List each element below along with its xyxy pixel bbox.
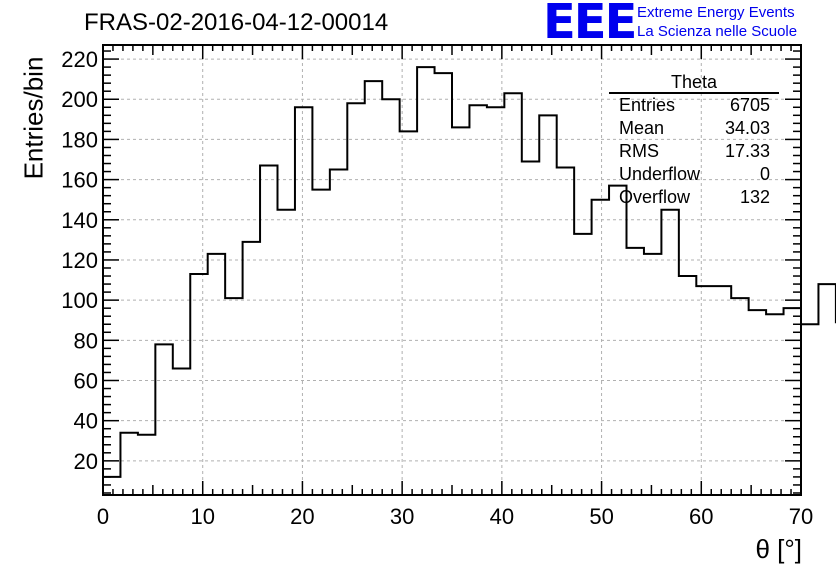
y-tick-label: 80 <box>74 328 98 353</box>
y-tick-label: 220 <box>61 47 98 72</box>
x-tick-label: 30 <box>390 504 414 529</box>
stats-box: Theta Entries 6705 Mean 34.03 RMS 17.33 … <box>609 72 779 209</box>
y-tick-label: 40 <box>74 409 98 434</box>
y-tick-label: 60 <box>74 368 98 393</box>
y-tick-label: 180 <box>61 127 98 152</box>
x-tick-label: 60 <box>689 504 713 529</box>
y-axis-label: Entries/bin <box>18 56 49 180</box>
stats-value: 0 <box>759 164 770 184</box>
x-axis-label: θ [°] <box>755 534 802 564</box>
chart-title: FRAS-02-2016-04-12-00014 <box>84 9 389 36</box>
stats-label: Overflow <box>619 187 691 207</box>
stats-label: Mean <box>619 118 665 138</box>
stats-row-entries: Entries 6705 <box>609 94 779 117</box>
logo-caption-line2: La Scienza nelle Scuole <box>637 23 798 40</box>
x-tick-label: 70 <box>789 504 813 529</box>
stats-label: Entries <box>619 95 676 115</box>
x-tick-label: 40 <box>490 504 514 529</box>
axis-ticks <box>102 45 802 495</box>
y-tick-label: 100 <box>61 288 98 313</box>
stats-value: 17.33 <box>724 141 770 161</box>
logo-caption-line1: Extreme Energy Events <box>637 4 795 21</box>
y-tick-label: 140 <box>61 208 98 233</box>
x-tick-label: 50 <box>589 504 613 529</box>
stats-title: Theta <box>609 72 779 94</box>
y-tick-label: 160 <box>61 168 98 193</box>
y-tick-label: 200 <box>61 87 98 112</box>
stats-row-overflow: Overflow 132 <box>609 186 779 209</box>
y-tick-label: 120 <box>61 248 98 273</box>
x-tick-label: 0 <box>97 504 109 529</box>
tick-labels: 0 10 20 30 40 50 60 70 20 40 60 80 100 120 140 160 180 20… <box>61 47 813 529</box>
stats-label: Underflow <box>619 164 701 184</box>
x-tick-label: 10 <box>190 504 214 529</box>
stats-value: 6705 <box>729 95 770 115</box>
x-tick-label: 20 <box>290 504 314 529</box>
stats-row-underflow: Underflow 0 <box>609 163 779 186</box>
y-tick-label: 20 <box>74 449 98 474</box>
eee-logo: EEE <box>543 0 637 50</box>
logo-caption: Extreme Energy Events La Scienza nelle S… <box>637 3 797 41</box>
histogram-series-line <box>103 66 836 478</box>
stats-label: RMS <box>619 141 659 161</box>
stats-row-mean: Mean 34.03 <box>609 117 779 140</box>
stats-row-rms: RMS 17.33 <box>609 140 779 163</box>
stats-value: 34.03 <box>724 118 770 138</box>
stats-value: 132 <box>739 187 770 207</box>
